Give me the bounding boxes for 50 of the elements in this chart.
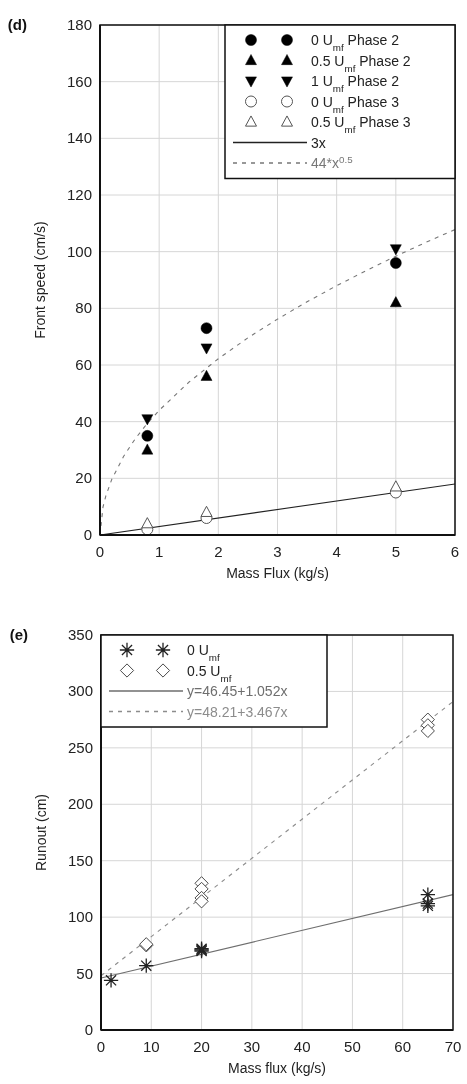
x-tick-label: 6 [450, 543, 460, 560]
legend-label: 0 U$_{mf}$ Phase 2 [311, 32, 400, 53]
legend-label: 0.5 U$_{mf}$ [187, 662, 232, 683]
legend-label: 0.5 U$_{mf}$ Phase 2 [311, 52, 411, 73]
y-axis-title: Front speed (cm/s) [32, 221, 48, 339]
y-tick-label: 160 [66, 72, 92, 90]
y-tick-label: 60 [75, 356, 92, 373]
text: y=48.21+3.467x [187, 703, 288, 720]
y-tick-label: 40 [75, 412, 92, 430]
x-tick-label: 2 [214, 543, 223, 560]
y-tick-label: 100 [67, 908, 93, 926]
y-tick-label: 50 [76, 964, 93, 982]
x-tick-label: 1 [154, 543, 164, 560]
legend-label: 0 U$_{mf}$ Phase 3 [311, 93, 400, 114]
y-tick-label: 180 [66, 16, 92, 33]
x-tick-label: 60 [394, 1038, 412, 1055]
x-tick-label: 30 [243, 1038, 261, 1055]
y-tick-label: 200 [67, 795, 93, 813]
y-tick-label: 350 [67, 626, 93, 643]
x-tick-label: 70 [444, 1038, 462, 1055]
y-tick-label: 80 [75, 299, 92, 317]
y-tick-label: 0 [84, 1021, 93, 1038]
x-tick-label: 0 [96, 1038, 106, 1055]
chart-title: (d) [7, 16, 27, 33]
chart-title: (e) [9, 626, 28, 643]
x-tick-label: 3 [273, 543, 282, 560]
y-axis-title: Runout (cm) [33, 793, 49, 872]
x-tick-label: 20 [193, 1038, 210, 1055]
y-tick-label: 300 [67, 682, 93, 700]
legend-label: 0 U$_{mf}$ [187, 642, 220, 663]
x-axis-title: Mass flux (kg/s) [227, 1060, 327, 1076]
x-tick-label: 10 [142, 1038, 160, 1055]
text: y=46.45+1.052x [187, 683, 288, 699]
y-tick-label: 20 [75, 469, 92, 487]
y-tick-label: 140 [66, 129, 92, 147]
y-tick-label: 250 [67, 738, 93, 756]
x-tick-label: 4 [332, 543, 341, 560]
x-tick-label: 5 [391, 543, 401, 560]
y-tick-label: 0 [83, 526, 92, 543]
legend-label: 0.5 U$_{mf}$ Phase 3 [311, 114, 411, 135]
y-tick-label: 100 [66, 242, 92, 260]
y-tick-label: 150 [67, 851, 93, 869]
y-tick-label: 120 [66, 186, 92, 203]
x-tick-label: 0 [95, 543, 105, 560]
text: 44*x$^{0.5}$ [311, 153, 354, 171]
text: 3x [311, 134, 326, 151]
x-tick-label: 50 [344, 1038, 361, 1055]
x-axis-title: Mass Flux (kg/s) [226, 565, 329, 581]
x-tick-label: 40 [293, 1038, 311, 1055]
legend-label: 1 U$_{mf}$ Phase 2 [311, 73, 400, 94]
